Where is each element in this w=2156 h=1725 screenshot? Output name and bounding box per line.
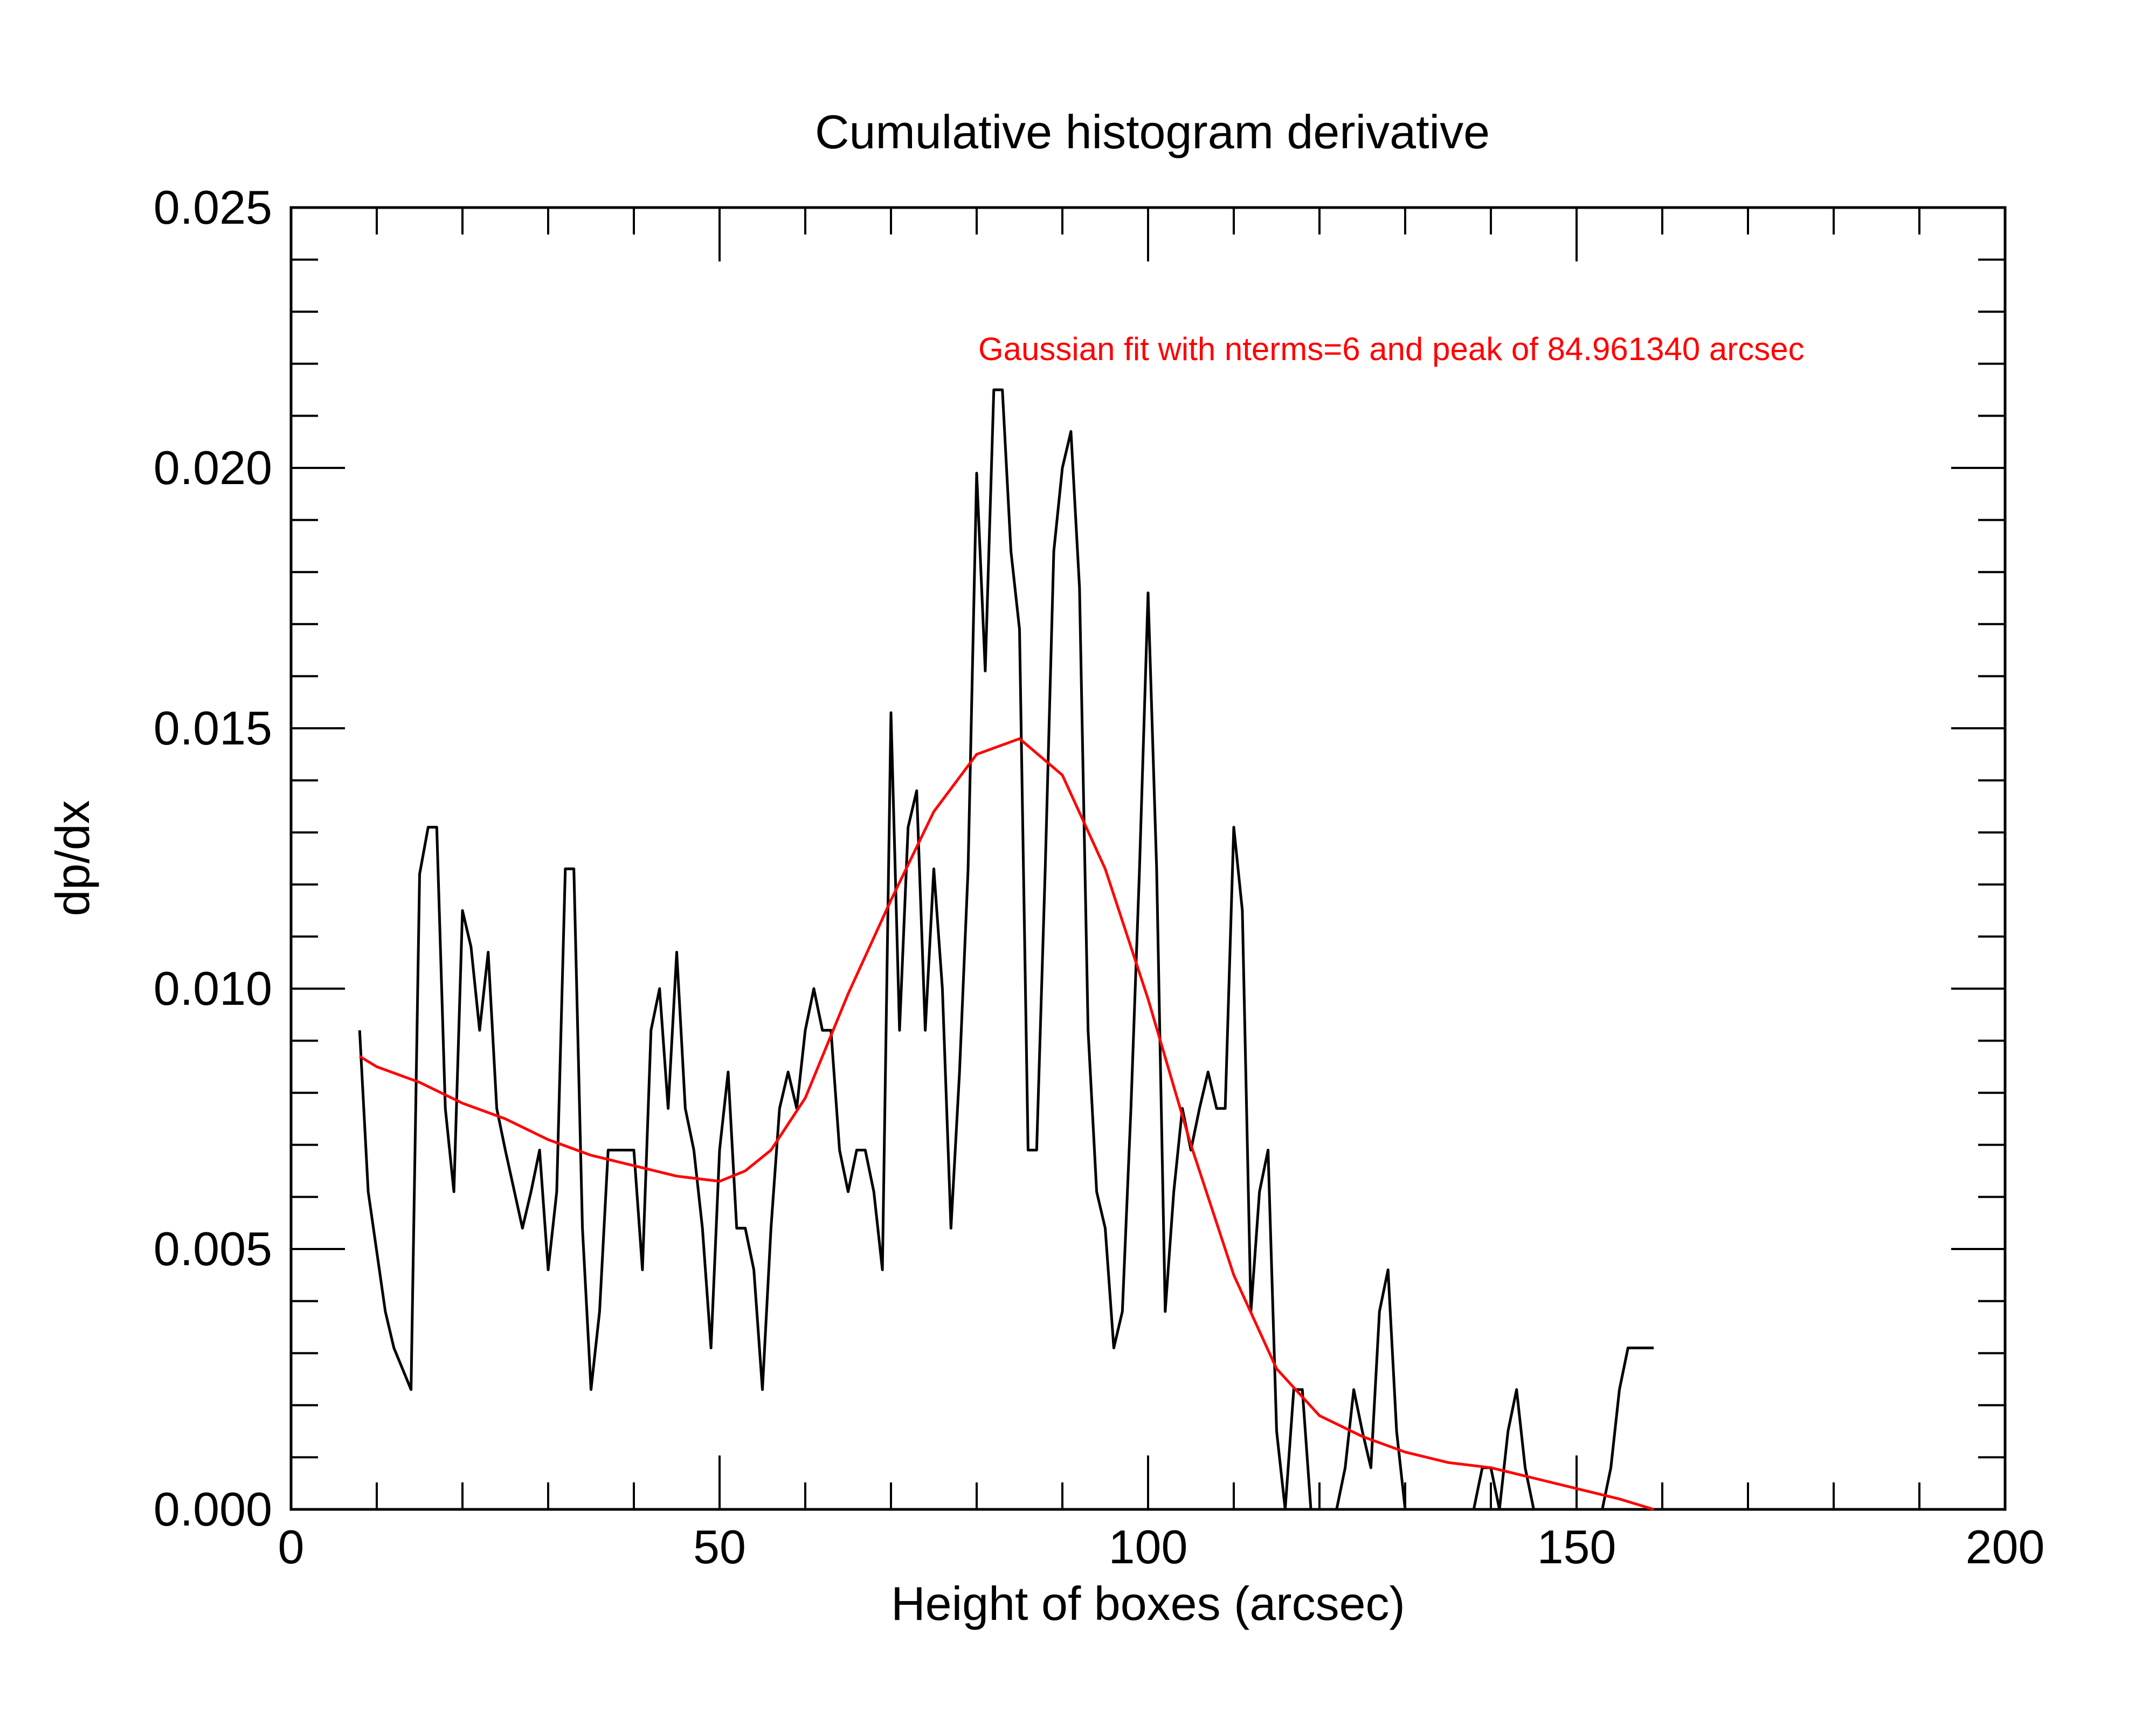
y-tick-label: 0.015 bbox=[154, 701, 272, 755]
x-tick-label: 150 bbox=[1537, 1520, 1616, 1574]
chart-title: Cumulative histogram derivative bbox=[815, 105, 1490, 158]
axis-ticks bbox=[290, 206, 2006, 1510]
gaussian-fit-annotation: Gaussian fit with nterms=6 and peak of 8… bbox=[978, 331, 1805, 367]
y-tick-label: 0.020 bbox=[154, 441, 272, 494]
x-tick-label: 100 bbox=[1109, 1520, 1188, 1574]
y-tick-label: 0.005 bbox=[154, 1222, 272, 1275]
y-tick-label: 0.010 bbox=[154, 962, 272, 1015]
gaussian-fit-line bbox=[358, 737, 1654, 1511]
y-tick-label: 0.000 bbox=[154, 1482, 272, 1536]
axis-tick-labels: 0 50 100 150 200 0.000 0.005 0.010 0.015 0.020 0.0… bbox=[154, 181, 2045, 1574]
plot-area-frame bbox=[289, 206, 2007, 1511]
y-axis-label: dp/dx bbox=[46, 800, 99, 916]
x-tick-label: 50 bbox=[693, 1520, 746, 1574]
x-tick-label: 0 bbox=[278, 1520, 305, 1574]
y-tick-label: 0.025 bbox=[154, 181, 272, 234]
x-axis-label: Height of boxes (arcsec) bbox=[891, 1577, 1405, 1630]
x-tick-label: 200 bbox=[1966, 1520, 2045, 1574]
histogram-derivative-line bbox=[358, 388, 1654, 1511]
series-layer bbox=[358, 388, 1654, 1511]
